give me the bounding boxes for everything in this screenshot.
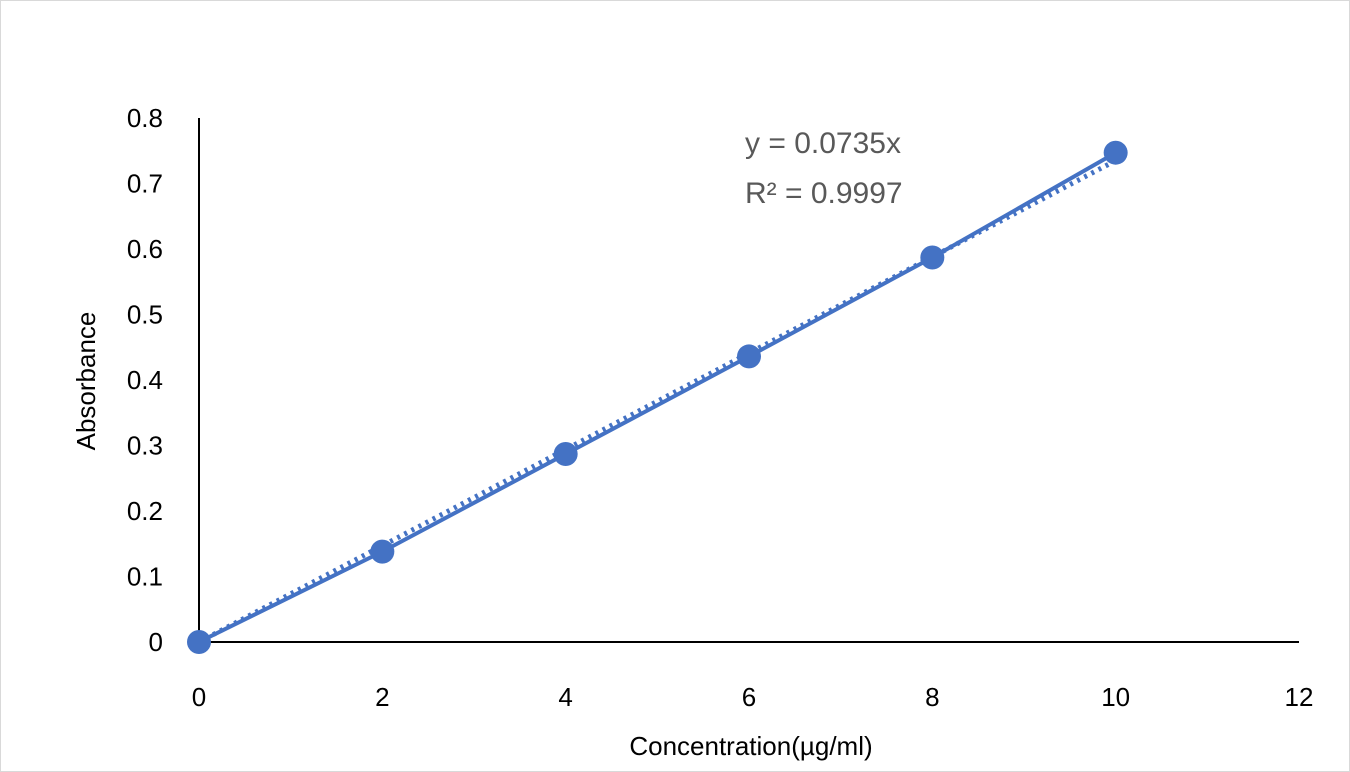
x-tick-label: 12 xyxy=(1285,682,1314,712)
x-tick-label: 4 xyxy=(558,682,572,712)
data-point xyxy=(1103,140,1128,165)
y-tick-label: 0.5 xyxy=(127,300,163,330)
x-tick-label: 10 xyxy=(1101,682,1130,712)
y-tick-labels: 0 0.1 0.2 0.3 0.4 0.5 0.6 0.7 0.8 xyxy=(127,103,163,657)
y-tick-label: 0.2 xyxy=(127,496,163,526)
y-tick-label: 0.6 xyxy=(127,234,163,264)
x-tick-label: 0 xyxy=(192,682,206,712)
series-group xyxy=(198,150,1117,644)
y-tick-label: 0.1 xyxy=(127,562,163,592)
x-tick-label: 8 xyxy=(925,682,939,712)
data-points xyxy=(187,140,1128,654)
data-point xyxy=(553,442,578,467)
y-tick-label: 0.4 xyxy=(127,365,163,395)
y-tick-label: 0.7 xyxy=(127,169,163,199)
data-point xyxy=(737,344,761,369)
x-tick-label: 2 xyxy=(375,682,389,712)
y-axis-title: Absorbance xyxy=(71,312,101,451)
series-line xyxy=(198,150,1117,644)
y-tick-label: 0.8 xyxy=(127,103,163,133)
data-point xyxy=(920,245,945,270)
y-tick-label: 0.3 xyxy=(127,431,163,461)
data-point xyxy=(187,630,211,654)
trendline-r-squared: R² = 0.9997 xyxy=(745,177,903,210)
axes xyxy=(198,118,1299,643)
y-tick-label: 0 xyxy=(149,627,163,657)
x-tick-label: 6 xyxy=(742,682,756,712)
data-point xyxy=(370,539,395,564)
trendline-equation: y = 0.0735x xyxy=(745,127,901,160)
x-axis-title: Concentration(µg/ml) xyxy=(629,731,872,761)
x-tick-labels: 0 2 4 6 8 10 12 xyxy=(192,682,1314,712)
